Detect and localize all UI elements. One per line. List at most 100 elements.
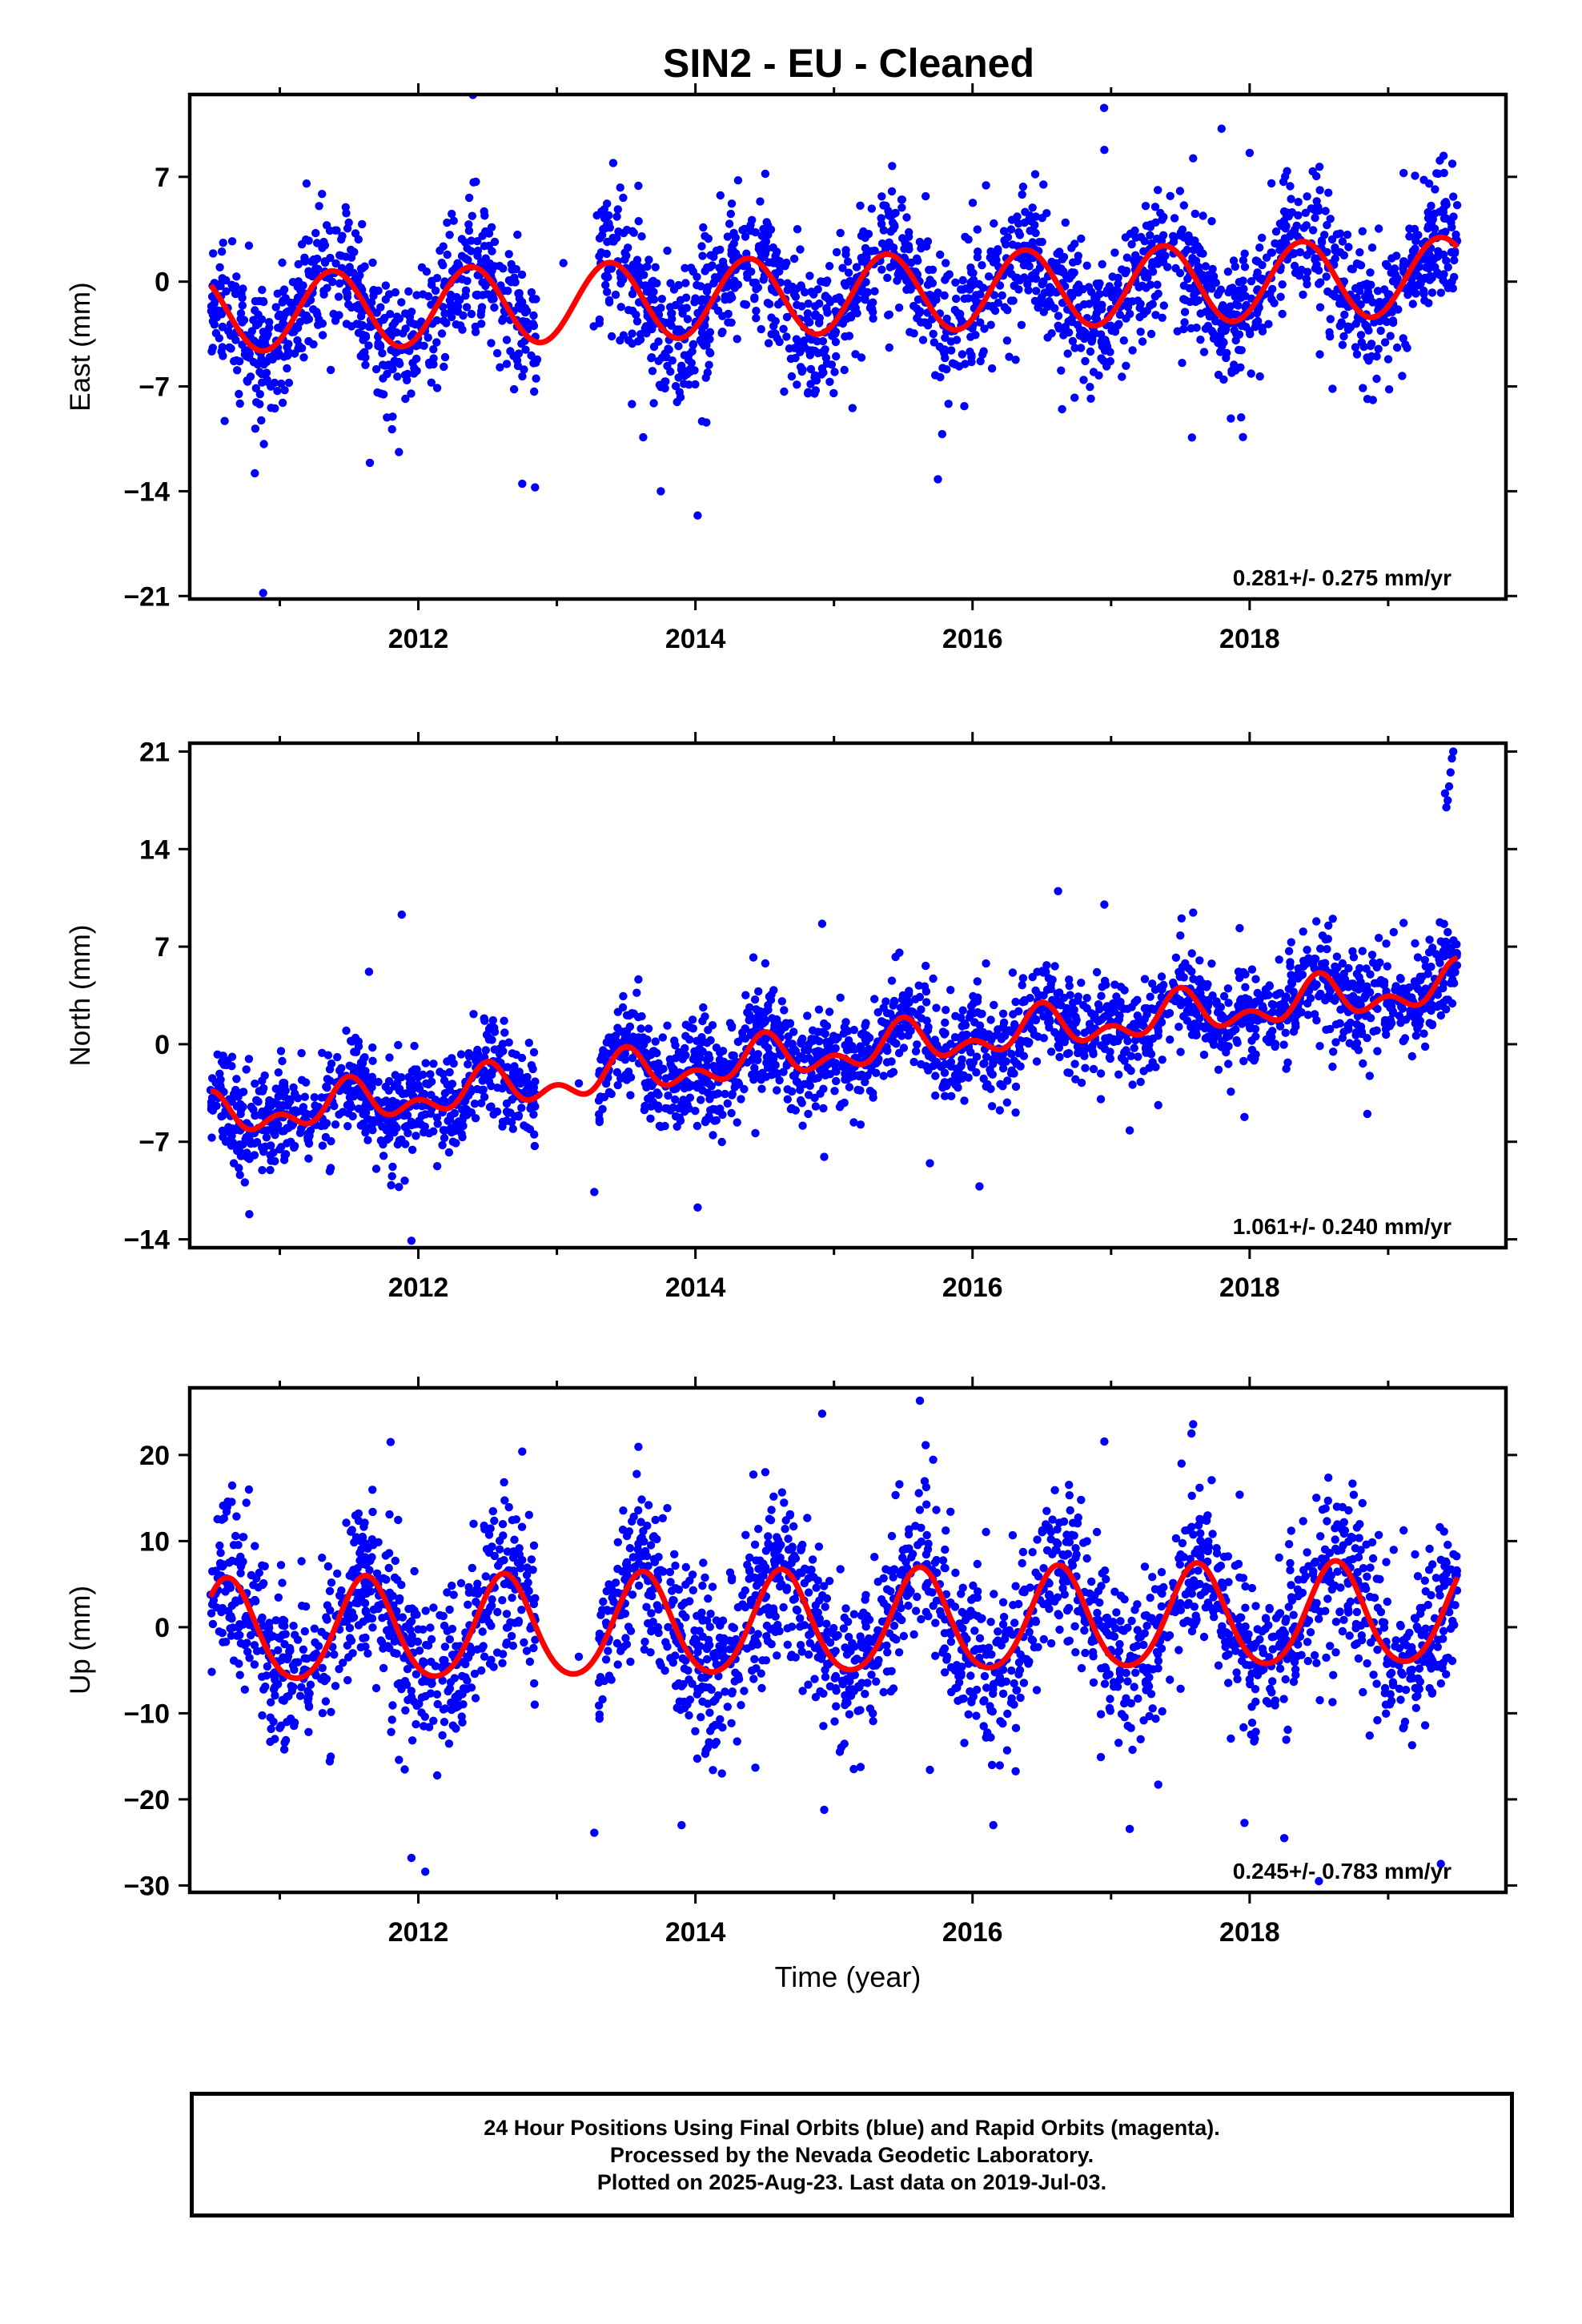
data-point [480,211,489,220]
data-point [771,316,780,326]
data-point [1287,971,1295,979]
data-point [1003,306,1012,315]
data-point [1410,224,1419,234]
data-point [448,1137,457,1146]
data-point [1347,264,1356,273]
data-point [461,254,470,263]
data-point [849,1025,859,1035]
data-point [1235,345,1243,355]
data-point [1433,1002,1442,1011]
data-point [271,1156,279,1166]
data-point [1303,999,1312,1008]
data-point [929,1061,938,1071]
data-point [218,322,227,332]
data-point [274,1068,283,1077]
data-point [508,1124,517,1133]
data-point [831,1035,841,1044]
data-point [1142,1003,1151,1013]
data-point [805,1079,813,1088]
data-point [807,335,816,344]
data-point [819,1084,828,1093]
data-point [1275,1022,1285,1031]
data-point [390,356,399,365]
data-point [1287,938,1296,947]
data-point [429,1059,438,1068]
data-point [1032,287,1041,296]
data-point [929,329,938,339]
data-point [1399,334,1407,343]
data-point [359,1120,367,1128]
data-point [1201,999,1210,1008]
data-point [853,1085,862,1095]
data-point [1235,278,1244,287]
data-point [604,1033,613,1042]
data-point [311,228,320,238]
data-point [1169,231,1178,240]
data-point [1045,1015,1054,1024]
data-point [1189,975,1198,983]
data-point [1139,1021,1148,1031]
data-point [1064,328,1074,337]
data-point [1002,336,1012,345]
data-point [1407,993,1416,1002]
data-point [1048,259,1057,268]
data-point [818,336,828,346]
data-point [1073,1042,1082,1051]
data-point [1015,275,1025,285]
data-point [300,1092,309,1101]
data-point [936,250,945,259]
data-point [629,1009,638,1018]
data-point [1427,201,1435,211]
data-point [1202,308,1211,316]
data-point [887,187,897,196]
data-point [651,263,660,271]
data-point [861,243,870,253]
data-point [780,387,789,396]
data-point [757,1076,765,1084]
data-point [877,1017,886,1026]
data-point [604,1088,614,1097]
data-point [681,279,690,287]
data-point [1382,1030,1391,1039]
data-point [1245,1021,1255,1031]
data-point [877,214,885,223]
data-point [800,336,809,345]
data-point [836,228,845,238]
data-point [1173,327,1182,336]
data-point [267,1141,275,1150]
data-point [796,348,805,356]
data-point [1343,230,1352,239]
data-point [867,204,877,213]
data-point [1231,366,1240,375]
data-point [892,1039,901,1048]
data-point [998,1009,1008,1019]
data-point [412,1065,421,1074]
data-point [1240,1112,1249,1122]
data-point [492,348,502,358]
data-point [913,1011,922,1019]
data-point [889,996,899,1006]
data-point [1130,998,1139,1007]
data-point [810,373,819,382]
data-points [207,94,1462,597]
data-point [1398,372,1407,380]
data-point [616,336,624,345]
data-point [688,1015,697,1024]
data-point [1315,1042,1324,1051]
data-point [1251,323,1260,332]
data-point [1140,975,1150,983]
data-point [941,1092,950,1100]
data-point [685,380,693,389]
data-point [1154,186,1162,195]
data-point [243,1153,252,1162]
data-point [464,226,474,235]
data-point [358,1058,367,1067]
data-point [1065,981,1074,991]
data-point [730,1083,739,1092]
data-point [649,399,658,408]
data-point [913,295,923,304]
data-point [235,357,244,366]
data-point [616,183,624,192]
data-point [1275,988,1285,998]
data-point [697,295,707,304]
